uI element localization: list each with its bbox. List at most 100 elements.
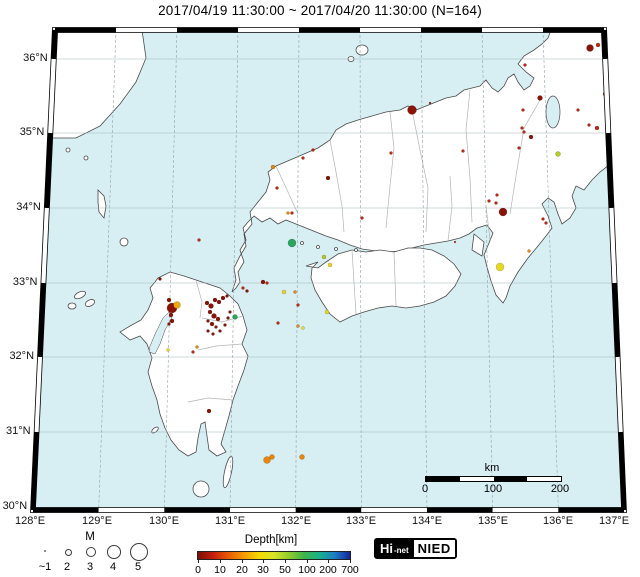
earthquake-dot: [232, 314, 238, 320]
earthquake-dot: [167, 322, 171, 326]
earthquake-dot: [158, 277, 162, 281]
island-tsushima: [97, 189, 107, 219]
earthquake-epicenters: [158, 42, 608, 464]
depth-tick: [285, 559, 286, 563]
frame-segment: [602, 58, 611, 134]
earthquake-dot: [216, 299, 222, 305]
island-tanegashima: [222, 455, 234, 489]
island-goto: [67, 302, 77, 310]
depth-tick-label: 200: [319, 564, 337, 576]
earthquake-dot: [211, 313, 217, 319]
lon-tick-label: 136°E: [542, 515, 574, 527]
earthquake-dot: [293, 290, 297, 294]
earthquake-dot: [487, 199, 491, 203]
earthquake-dot: [228, 310, 232, 314]
island-oki: [355, 44, 369, 56]
magnitude-legend-label: 2: [63, 561, 71, 573]
earthquake-dot: [428, 101, 432, 105]
earthquake-dot: [260, 279, 266, 285]
scalebar-segment: [493, 477, 528, 481]
lon-tick-label: 134°E: [411, 515, 443, 527]
scalebar-segment: [459, 477, 494, 481]
frame-segment: [47, 58, 57, 134]
earthquake-dot: [576, 108, 580, 112]
frame-segment: [34, 356, 43, 433]
depth-tick-label: 20: [236, 564, 248, 576]
island-goto: [84, 299, 96, 307]
scalebar-unit-label: km: [484, 462, 500, 474]
scalebar-segment: [426, 477, 460, 481]
scalebar-tick-label: 100: [483, 483, 503, 495]
island-koshiki: [151, 426, 159, 434]
earthquake-dot: [223, 323, 227, 327]
earthquake-dot: [290, 211, 294, 215]
magnitude-legend-circle: [130, 543, 148, 561]
coastline-kyushu: [119, 271, 249, 457]
frame-segment: [51, 29, 58, 60]
earthquake-dot: [212, 297, 218, 303]
lat-tick-label: 30°N: [2, 500, 28, 512]
earthquake-dot: [541, 217, 545, 221]
earthquake-dot: [225, 294, 229, 298]
page-title: 2017/04/19 11:30:00 ~ 2017/04/20 11:30:0…: [158, 3, 482, 18]
earthquake-dot: [587, 123, 591, 127]
earthquake-dot: [209, 321, 215, 327]
frame-segment: [615, 356, 624, 433]
depth-tick-label: 10: [214, 564, 226, 576]
earthquake-dot: [327, 262, 333, 268]
magnitude-legend-circle: [85, 546, 97, 558]
island-seto: [316, 245, 320, 249]
earthquake-dot: [461, 149, 465, 153]
meridian-gridline: [98, 30, 117, 510]
depth-tick: [220, 559, 221, 563]
earthquake-dot: [301, 326, 305, 330]
frame-segment: [608, 207, 618, 284]
earthquake-dot: [286, 211, 290, 215]
depth-legend-title: Depth[km]: [244, 534, 298, 546]
earthquake-dot: [528, 134, 534, 140]
earthquake-dot: [173, 301, 181, 309]
earthquake-dot: [407, 105, 417, 115]
frame-outline-outer: [30, 27, 627, 513]
earthquake-dot: [494, 201, 498, 205]
frame-segment: [40, 207, 50, 284]
lon-tick-label: 133°E: [345, 515, 377, 527]
lake-biwa: [545, 95, 561, 129]
coastline-honshu: [231, 30, 610, 304]
island-iki: [119, 237, 129, 247]
earthquake-dot: [527, 249, 531, 253]
frame-outline-inner: [35, 32, 622, 508]
landmasses: [49, 30, 610, 498]
earthquake-dot: [245, 289, 249, 293]
earthquake-dot: [520, 126, 524, 130]
lon-tick-label: 128°E: [14, 515, 46, 527]
island-seto: [354, 248, 358, 252]
earthquake-dot: [206, 408, 212, 414]
earthquake-dot: [498, 207, 508, 217]
lon-tick-label: 132°E: [280, 515, 312, 527]
lat-tick-label: 32°N: [9, 350, 35, 362]
earthquake-dot: [206, 329, 210, 333]
earthquake-dot: [206, 319, 210, 323]
earthquake-dot: [495, 193, 499, 197]
frame-segment: [37, 282, 46, 358]
depth-tick-label: 30: [257, 564, 269, 576]
meridian-gridline: [359, 30, 362, 510]
earthquake-dot: [281, 289, 287, 295]
depth-tick: [307, 559, 308, 563]
earthquake-dot: [586, 44, 594, 52]
graticule: [36, 30, 621, 510]
earthquake-dot: [360, 216, 364, 220]
earthquake-dot: [522, 130, 526, 134]
earthquake-dot: [517, 146, 521, 150]
magnitude-legend-title: M: [85, 531, 95, 543]
earthquake-dot: [241, 286, 245, 290]
earthquake-dot: [215, 316, 221, 322]
lat-tick-label: 31°N: [6, 425, 31, 437]
earthquake-dot: [555, 151, 561, 157]
meridian-gridline: [295, 30, 300, 510]
frame-segment: [44, 132, 53, 209]
earthquake-dot: [166, 297, 172, 303]
